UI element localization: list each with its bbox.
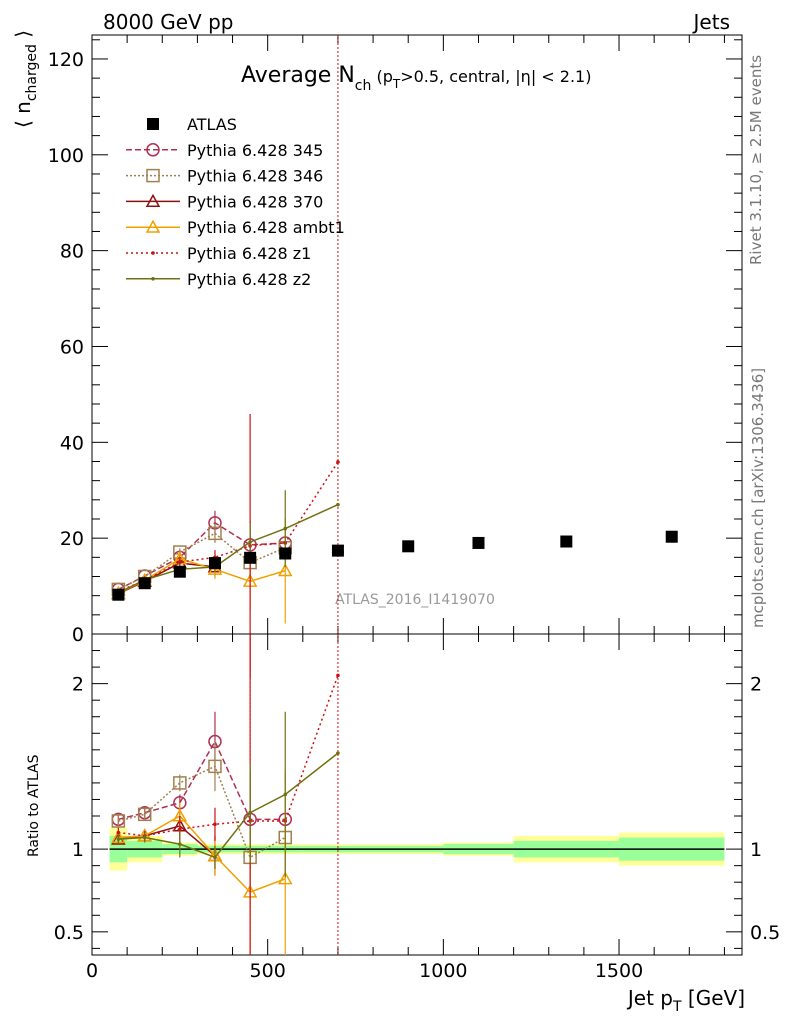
ratio-y-tick-label-right: 0.5 <box>750 922 780 944</box>
marker-triangle <box>145 219 161 233</box>
marker-dot <box>283 526 288 531</box>
marker-dot <box>142 835 147 840</box>
header-right: Jets <box>692 10 730 34</box>
x-tick-label: 1000 <box>419 960 467 982</box>
x-tick-label: 0 <box>86 960 98 982</box>
y-tick-label: 40 <box>60 432 84 454</box>
marker-filled-square <box>331 544 344 557</box>
legend-label: Pythia 6.428 z2 <box>187 270 311 289</box>
rivet-label: Rivet 3.1.10, ≥ 2.5M events <box>747 55 765 265</box>
marker-dot <box>336 460 340 464</box>
ratio-series-line <box>118 825 216 857</box>
marker-square <box>208 759 222 774</box>
legend: ATLAS Pythia 6.428 345 Pythia 6.428 346 Pyt… <box>126 115 345 289</box>
marker-dot <box>336 502 340 507</box>
y-tick-label: 120 <box>48 49 84 71</box>
marker-dot <box>213 822 217 827</box>
mcplots-label: mcplots.cern.ch [arXiv:1306.3436] <box>749 368 767 628</box>
marker-triangle <box>277 563 293 577</box>
marker-filled-square <box>244 551 257 564</box>
ratio-frame <box>91 633 743 956</box>
marker-dot <box>151 277 155 281</box>
ratio-series-line <box>118 815 286 893</box>
marker-filled-square <box>147 118 159 130</box>
legend-label: Pythia 6.428 370 <box>187 192 323 211</box>
marker-square <box>111 814 126 828</box>
y-axis-label-ratio: Ratio to ATLAS <box>26 754 42 857</box>
marker-dot <box>248 810 252 815</box>
marker-square <box>137 807 152 822</box>
legend-label: ATLAS <box>187 115 237 134</box>
legend-label: Pythia 6.428 ambt1 <box>187 218 345 237</box>
marker-dot <box>178 560 182 564</box>
marker-dot <box>213 855 217 860</box>
ratio-y-tick-label-right: 1 <box>750 839 762 861</box>
analysis-label: ATLAS_2016_I1419070 <box>335 592 495 608</box>
marker-filled-square <box>138 577 151 590</box>
header-left: 8000 GeV pp <box>103 10 234 34</box>
marker-filled-square <box>173 565 186 578</box>
y-tick-label: 20 <box>60 528 84 550</box>
marker-filled-square <box>208 557 221 570</box>
ratio-y-tick-label: 1 <box>72 839 84 861</box>
marker-square <box>173 776 187 790</box>
y-tick-label: 60 <box>60 336 84 358</box>
ratio-y-tick-label-right: 2 <box>750 674 762 696</box>
marker-filled-square <box>112 588 125 601</box>
marker-dot <box>248 540 252 544</box>
marker-dot <box>178 842 182 846</box>
y-axis-label-main: ⟨ ncharged ⟩ <box>11 30 40 128</box>
plot-title: Average Nch (pT>0.5, central, |η| < 2.1) <box>241 63 591 94</box>
marker-dot <box>116 830 121 835</box>
marker-triangle <box>277 871 293 885</box>
marker-dot <box>151 251 155 255</box>
x-tick-label: 1500 <box>595 960 643 982</box>
marker-filled-square <box>279 547 292 560</box>
marker-dot <box>283 792 288 797</box>
marker-triangle <box>145 193 161 207</box>
marker-dot <box>116 837 121 841</box>
marker-dot <box>336 751 340 755</box>
legend-label: Pythia 6.428 z1 <box>187 244 311 263</box>
main-panel: 0 20 40 60 80 100 120 <box>48 34 743 678</box>
marker-dot <box>336 673 340 678</box>
marker-filled-square <box>665 530 678 543</box>
ratio-y-tick-label: 0.5 <box>54 922 84 944</box>
legend-label: Pythia 6.428 346 <box>187 167 323 186</box>
y-tick-label: 80 <box>60 241 84 263</box>
ratio-y-tick-label: 2 <box>72 674 84 696</box>
marker-square <box>208 526 222 541</box>
marker-filled-square <box>472 536 485 549</box>
y-tick-label: 0 <box>72 624 84 646</box>
marker-circle <box>146 143 160 157</box>
legend-label: Pythia 6.428 345 <box>187 141 323 160</box>
marker-square <box>146 168 160 183</box>
x-tick-label: 500 <box>250 960 286 982</box>
y-tick-label: 100 <box>48 145 84 167</box>
marker-dot <box>178 827 182 832</box>
marker-filled-square <box>402 540 415 553</box>
marker-filled-square <box>560 535 573 548</box>
ratio-panel: 0 500 1000 1500 0.5 0.5 1 1 2 2 <box>54 633 780 982</box>
x-axis-label: Jet pT [GeV] <box>626 986 745 1015</box>
